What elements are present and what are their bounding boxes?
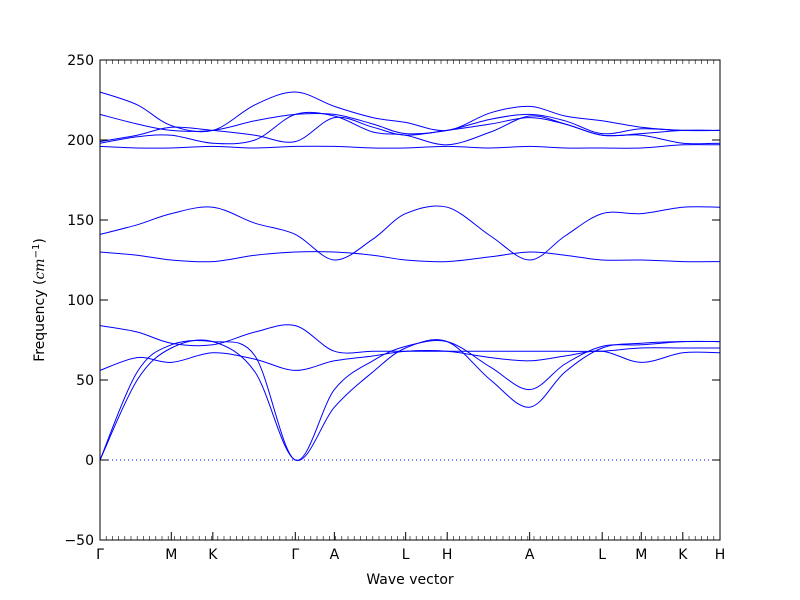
x-tick-label: H <box>715 547 726 563</box>
y-tick-label: 100 <box>67 293 94 309</box>
x-tick-label: M <box>165 547 177 563</box>
x-tick-label: Γ <box>291 547 299 563</box>
phonon-band-5 <box>99 251 721 263</box>
y-tick-label: −50 <box>64 533 94 549</box>
phonon-band-6 <box>99 205 721 261</box>
x-tick-label: L <box>598 547 606 563</box>
y-tick-label: 250 <box>67 53 94 69</box>
plot-frame <box>99 59 721 541</box>
phonon-band-4 <box>99 324 720 354</box>
x-tick-label: H <box>442 547 453 563</box>
x-tick-label: L <box>402 547 410 563</box>
phonon-band-10 <box>99 91 721 133</box>
x-tick-label: K <box>678 547 688 563</box>
y-tick-label: 0 <box>85 453 94 469</box>
y-tick-label: 150 <box>67 213 94 229</box>
x-tick-label: Γ <box>96 547 104 563</box>
x-tick-label: M <box>635 547 647 563</box>
phonon-band-2 <box>99 339 721 461</box>
phonon-band-7 <box>99 144 721 149</box>
x-axis-label: Wave vector <box>366 572 454 588</box>
x-tick-label: A <box>330 547 340 563</box>
phonon-band-11 <box>99 116 721 143</box>
y-tick-label: 50 <box>76 373 94 389</box>
y-tick-label: 200 <box>67 133 94 149</box>
x-tick-label: K <box>208 547 218 563</box>
y-axis-label: Frequency (cm−1) <box>31 238 49 362</box>
x-tick-label: A <box>525 547 535 563</box>
